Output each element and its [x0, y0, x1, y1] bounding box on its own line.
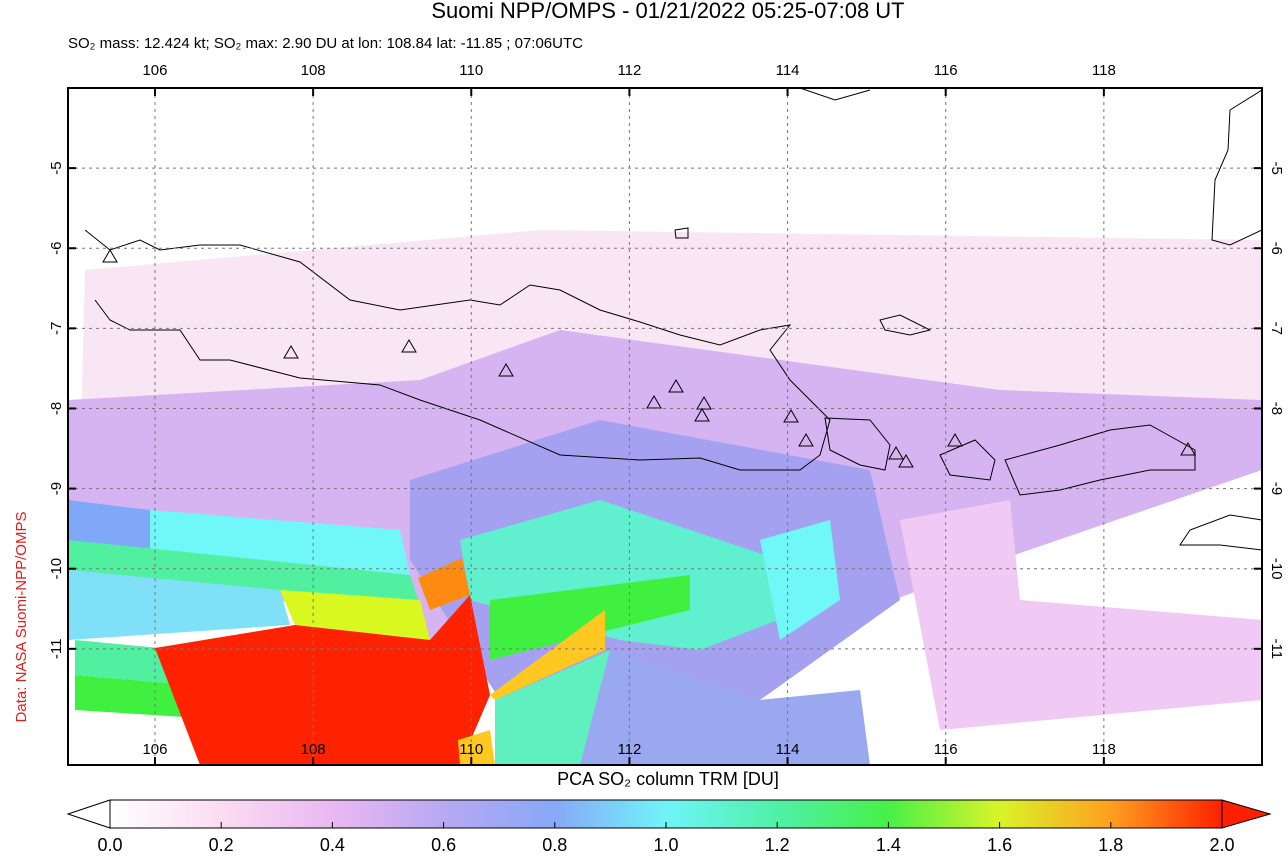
y-tick-label: -9	[48, 482, 65, 495]
map-axes: 106 106 108 108 110 110 112 112 114 114 116 116 118 1…	[48, 62, 1285, 765]
title: Suomi NPP/OMPS - 01/21/2022 05:25-07:08 …	[431, 0, 904, 23]
x-tick-label: 112	[617, 741, 641, 758]
map-frame	[67, 87, 1263, 766]
volcanoes	[102, 249, 1196, 468]
x-tick-label: 108	[301, 741, 326, 758]
coastline	[84, 88, 1262, 551]
x-tick-label: 116	[934, 741, 958, 758]
y-tick-label: -7	[1268, 322, 1285, 335]
x-tick-label: 118	[1092, 741, 1116, 758]
so2-patch	[68, 500, 150, 550]
x-tick-label: 106	[142, 62, 167, 79]
colorbar-tick-label: 1.4	[876, 835, 901, 855]
y-tick-label: -8	[48, 402, 65, 415]
colorbar-tick-label: 0.4	[320, 835, 345, 855]
colorbar-min-arrow	[66, 799, 111, 829]
colorbar-tick-label: 0.0	[97, 835, 122, 855]
colorbar-tick-label: 1.2	[765, 835, 790, 855]
x-tick-label: 106	[142, 741, 167, 758]
y-tick-label: -5	[48, 161, 65, 174]
so2-patch	[490, 575, 690, 660]
y-tick-label: -10	[48, 558, 65, 580]
colorbar-tick-label: 2.0	[1209, 835, 1234, 855]
so2-patch	[68, 570, 290, 640]
y-tick-label: -6	[48, 242, 65, 255]
so2-patch	[490, 610, 605, 700]
colorbar-tick-label: 0.2	[209, 835, 234, 855]
x-tick-label: 116	[934, 62, 958, 79]
colorbar-tick-label: 1.0	[653, 835, 678, 855]
subtitle: SO₂ mass: 12.424 kt; SO₂ max: 2.90 DU at…	[68, 35, 583, 52]
so2-patch	[155, 595, 490, 765]
colorbar-tick-label: 1.8	[1098, 835, 1123, 855]
y-tick-label: -6	[1268, 242, 1285, 255]
x-tick-label: 110	[459, 62, 483, 79]
y-tick-label: -11	[48, 639, 65, 660]
y-tick-label: -7	[48, 322, 65, 335]
x-tick-label: 118	[1092, 62, 1116, 79]
x-tick-label: 110	[459, 741, 483, 758]
y-tick-label: -5	[1268, 161, 1285, 174]
x-tick-label: 114	[776, 741, 800, 758]
colorbar-tick-label: 0.8	[542, 835, 567, 855]
y-tick-label: -11	[1268, 639, 1285, 660]
credit: Data: NASA Suomi-NPP/OMPS	[13, 512, 30, 723]
colorbar-max-arrow	[1221, 799, 1272, 829]
so2-patch	[900, 500, 1262, 730]
colorbar-tick-label: 1.6	[987, 835, 1012, 855]
x-tick-label: 108	[301, 62, 326, 79]
x-tick-label: 112	[617, 62, 641, 79]
colorbar-label: PCA SO₂ column TRM [DU]	[557, 769, 779, 789]
colorbar-tick-label: 0.6	[431, 835, 456, 855]
so2-field	[68, 88, 1262, 765]
so2-patch	[75, 675, 200, 718]
so2-patch	[760, 520, 840, 640]
so2-patch	[458, 730, 495, 765]
so2-patch	[418, 558, 470, 610]
y-tick-label: -10	[1268, 558, 1285, 580]
so2-patch	[580, 650, 870, 765]
so2-patch	[68, 540, 420, 605]
y-tick-label: -8	[1268, 402, 1285, 415]
so2-patch	[150, 510, 410, 575]
x-tick-label: 114	[776, 62, 800, 79]
y-tick-label: -9	[1268, 482, 1285, 495]
